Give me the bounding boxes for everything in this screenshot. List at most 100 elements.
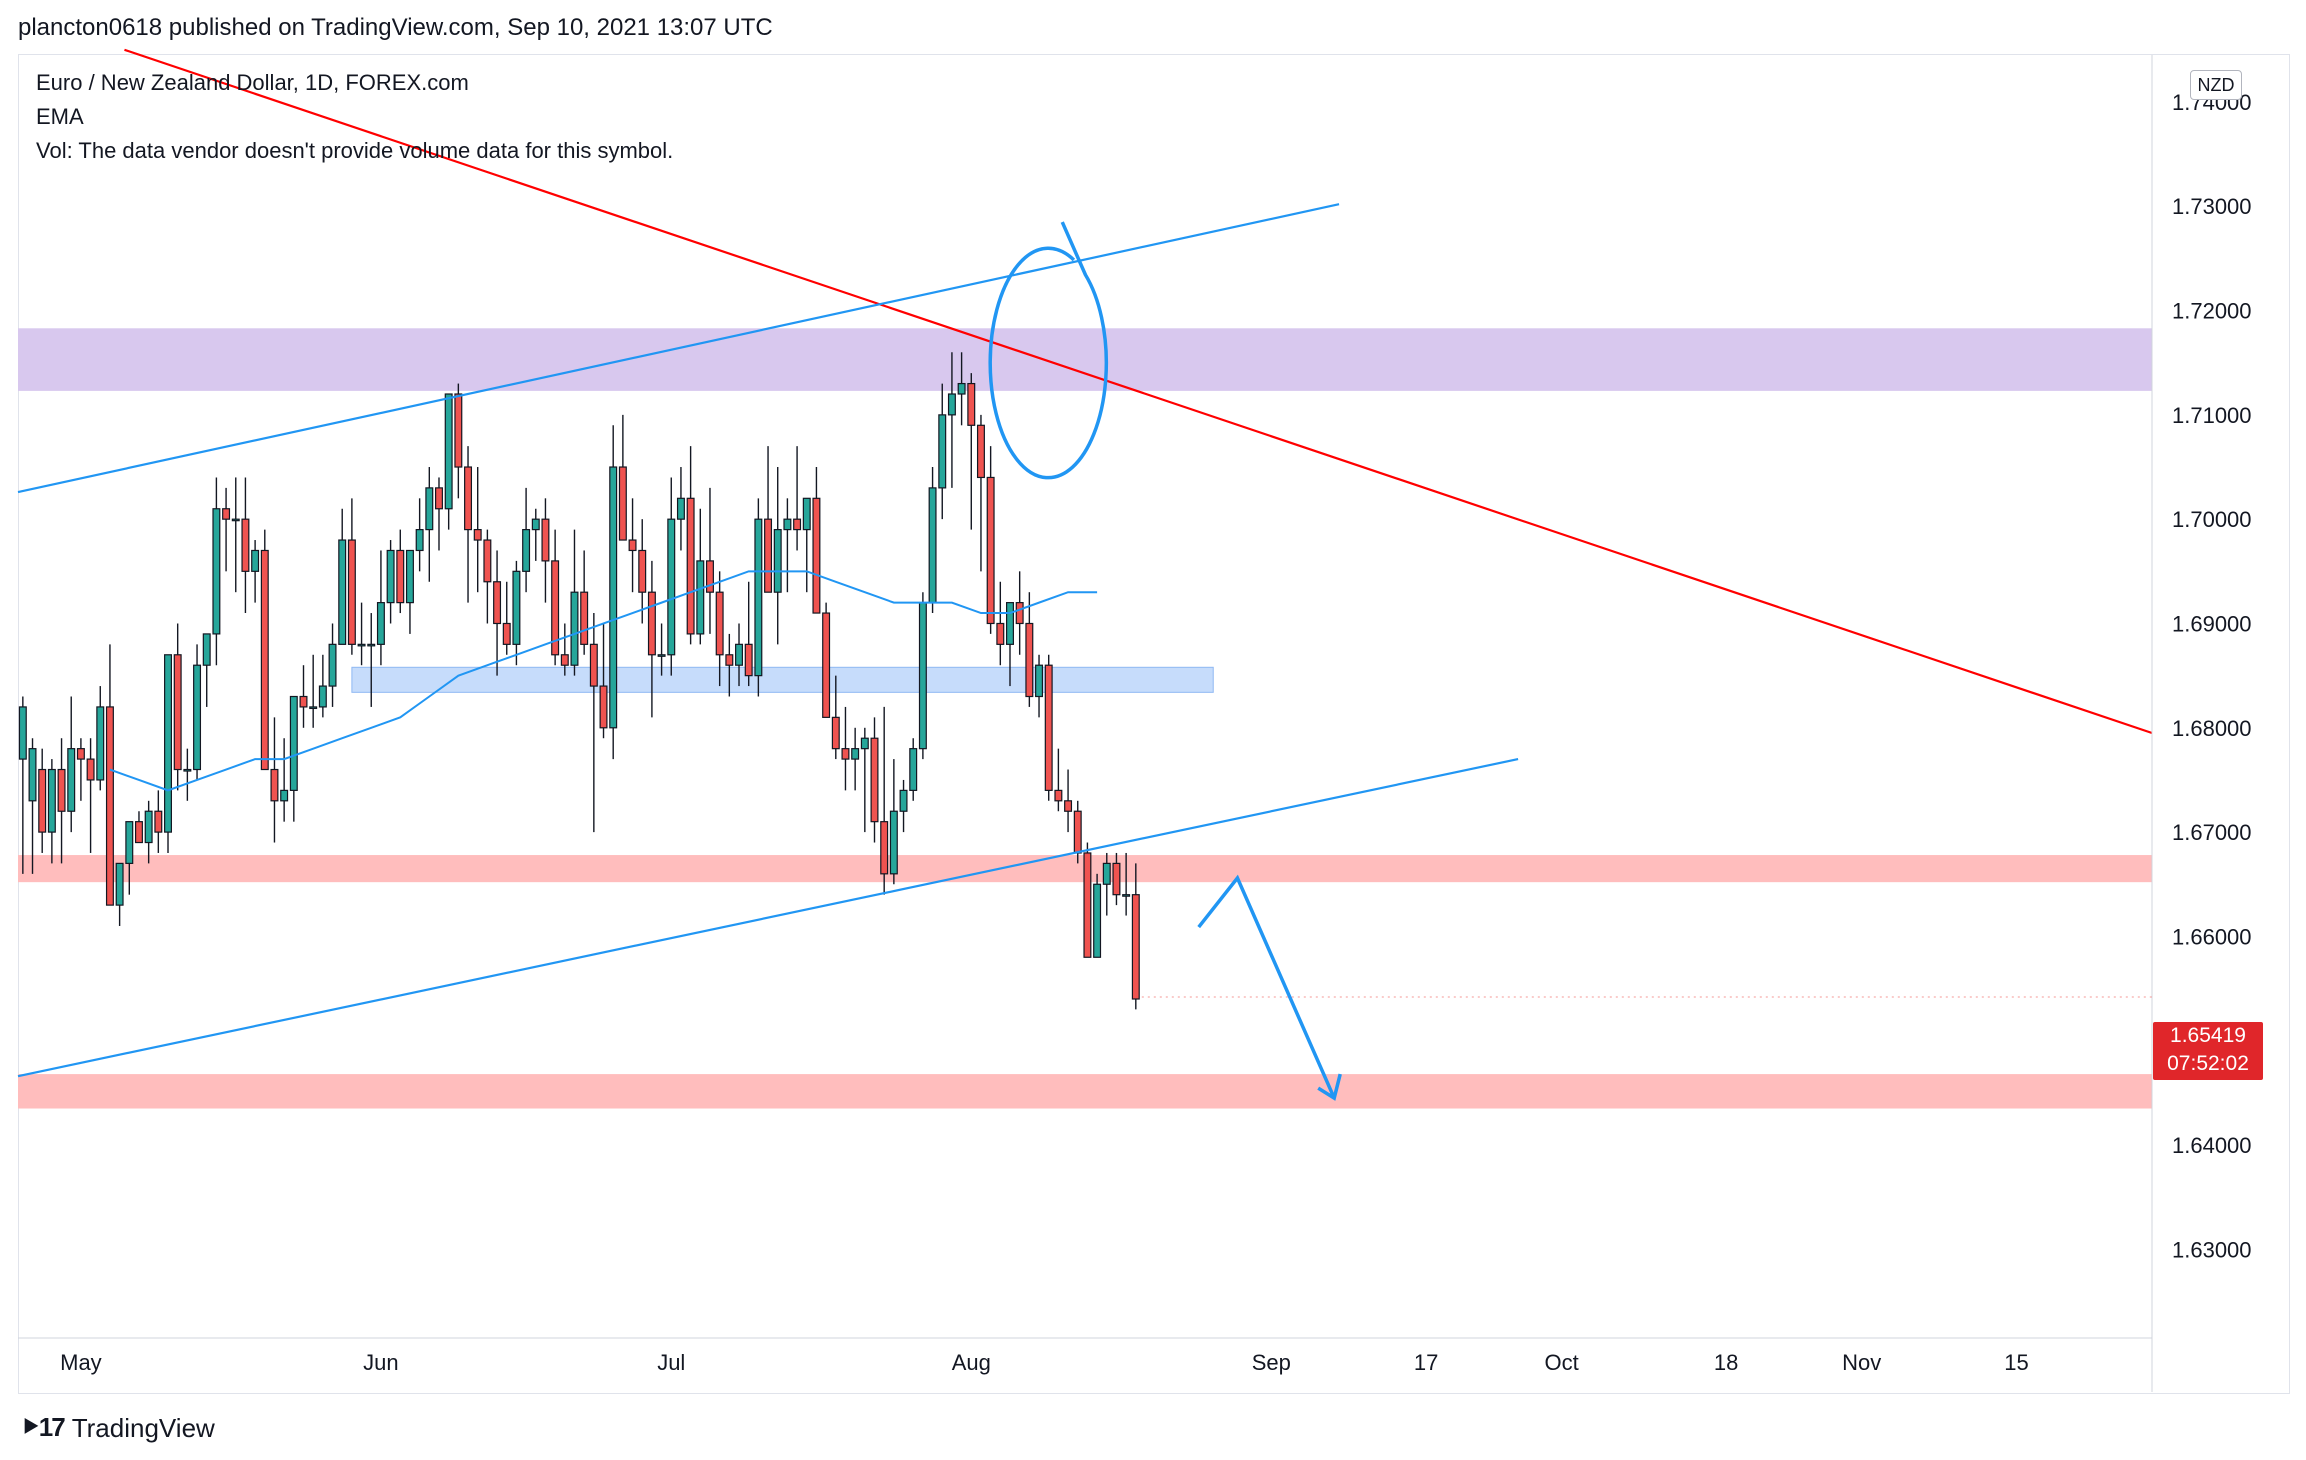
candle-body (638, 549, 647, 593)
candle-body (222, 508, 231, 520)
candle-body (1073, 810, 1082, 854)
candle-body (202, 633, 211, 666)
time-tick-label: Sep (1252, 1350, 1291, 1375)
candle-body (299, 695, 308, 708)
candle-body (38, 768, 47, 833)
candle-body (802, 497, 811, 531)
candle-body (657, 654, 666, 657)
candle-body (1006, 602, 1014, 645)
candle-body (105, 706, 114, 906)
candle-body (1093, 883, 1102, 958)
candle-body (260, 549, 269, 771)
candle-body (599, 685, 608, 729)
last-price-value: 1.65419 (2170, 1024, 2246, 1047)
candle-body (957, 382, 966, 395)
tradingview-logo-icon: ⯈17 (20, 1412, 66, 1442)
candle-body (851, 748, 860, 760)
candle-body (280, 789, 289, 802)
candle-body (212, 508, 221, 635)
light-blue-zone (351, 666, 1214, 693)
candle-body (705, 560, 714, 593)
candle-body (396, 549, 405, 604)
candle-body (386, 549, 395, 604)
candle-body (173, 654, 182, 771)
candle-body (1083, 852, 1092, 958)
candle-body (1064, 800, 1073, 812)
candle-body (870, 737, 879, 823)
candle-body (551, 560, 560, 656)
candle-body (134, 821, 143, 844)
candle-body (115, 862, 124, 906)
candle-body (812, 497, 821, 614)
time-tick-label: Jun (363, 1350, 398, 1375)
time-tick-label: 18 (1714, 1350, 1738, 1375)
zones-layer (18, 328, 2152, 1109)
candle-body (193, 664, 202, 771)
price-tick-label: 1.64000 (2172, 1133, 2252, 1158)
candle-body (57, 768, 66, 812)
candle-body (318, 685, 327, 708)
brand-name: TradingView (71, 1412, 215, 1443)
currency-badge[interactable]: NZD (2190, 70, 2242, 100)
trendlines-layer (17, 48, 2153, 1101)
candle-body (251, 549, 260, 572)
candle-body (686, 497, 695, 635)
candle-body (947, 393, 956, 416)
candle-body (1112, 862, 1121, 896)
channel-lower-line (17, 758, 1519, 1078)
candle-body (435, 487, 443, 510)
circle-annotation (988, 221, 1109, 480)
candle-body (18, 706, 27, 760)
candle-body (522, 529, 531, 572)
candle-body (880, 821, 889, 875)
candle-body (241, 518, 250, 572)
candle-body (647, 591, 656, 656)
time-tick-label: Oct (1545, 1350, 1579, 1375)
candle-body (754, 518, 763, 677)
legend-ema[interactable]: EMA (36, 104, 84, 129)
candle-body (676, 497, 685, 520)
legend-vol[interactable]: Vol: The data vendor doesn't provide vol… (36, 138, 674, 163)
candle-body (1131, 894, 1140, 1000)
legend-symbol[interactable]: Euro / New Zealand Dollar, 1D, FOREX.com (36, 70, 469, 95)
candle-body (541, 518, 550, 562)
purple-resistance-zone (18, 328, 2152, 391)
candle-body (725, 654, 734, 666)
price-tick-label: 1.66000 (2172, 924, 2252, 949)
chart-frame (18, 54, 2290, 1394)
candle-body (667, 518, 676, 656)
candle-body (976, 424, 985, 479)
candle-body (696, 560, 705, 635)
price-tick-label: 1.68000 (2172, 716, 2252, 741)
time-tick-label: Aug (952, 1350, 991, 1375)
candle-body (425, 487, 434, 531)
candle-body (889, 810, 898, 875)
channel-upper-line (17, 203, 1340, 494)
candle-body (860, 737, 869, 750)
candle-body (347, 539, 356, 645)
candle-body (76, 748, 85, 760)
candle-body (405, 549, 414, 604)
candle-body (444, 393, 453, 510)
tradingview-brand[interactable]: ⯈17 TradingView (20, 1412, 215, 1444)
candle-body (1044, 664, 1053, 791)
candle-body (589, 643, 598, 687)
candle-body (367, 643, 376, 647)
candle-body (560, 654, 569, 666)
price-tick-label: 1.71000 (2172, 403, 2252, 428)
candle-body (570, 591, 579, 666)
candle-body (47, 768, 56, 833)
candle-body (967, 382, 976, 426)
price-tick-label: 1.69000 (2172, 611, 2252, 636)
candle-body (1025, 622, 1034, 698)
price-tick-label: 1.63000 (2172, 1237, 2252, 1262)
bar-countdown: 07:52:02 (2167, 1052, 2249, 1075)
price-tick-label: 1.72000 (2172, 299, 2252, 324)
candle-body (773, 529, 782, 593)
candle-body (512, 570, 521, 645)
ema-line (109, 570, 1098, 792)
ema-layer (109, 570, 1098, 792)
time-tick-label: Jul (657, 1350, 685, 1375)
candle-body (1102, 862, 1111, 885)
